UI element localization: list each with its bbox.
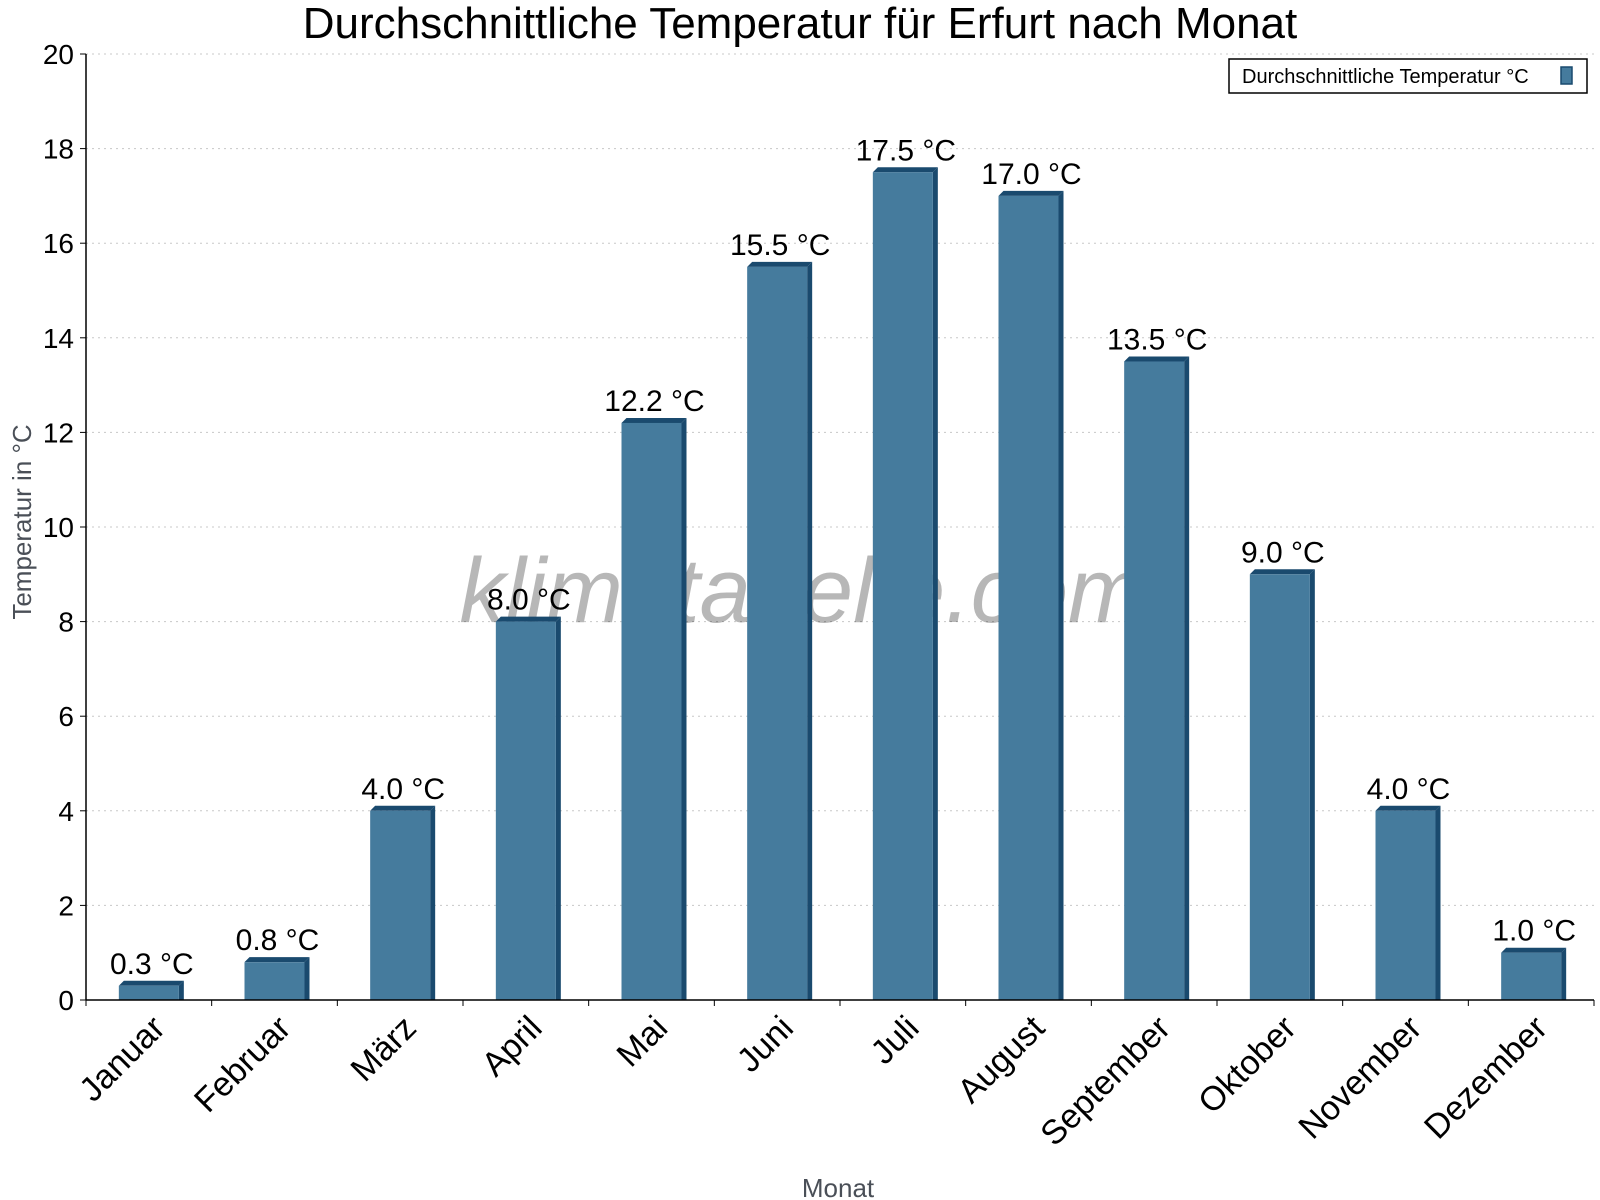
bar-top [1375,805,1441,811]
legend-swatch [1560,66,1573,85]
bar-side [807,261,813,1001]
bar-front [370,810,431,1000]
legend-label: Durchschnittliche Temperatur °C [1242,66,1529,88]
data-label: 12.2 °C [604,385,704,418]
bar-front [118,985,179,1000]
x-tick-label: Juni [730,1009,801,1080]
y-tick-label: 0 [58,985,74,1016]
bar-front [1375,810,1436,1000]
y-tick-label: 2 [58,890,74,921]
x-tick-label: April [475,1009,550,1084]
data-label: 17.0 °C [981,158,1081,191]
bar [1501,947,1567,1000]
bar-front [244,962,305,1000]
chart-title: Durchschnittliche Temperatur für Erfurt … [302,0,1298,48]
data-label: 13.5 °C [1107,323,1207,356]
bar-front [621,422,682,1000]
bar-side [932,167,938,1000]
bar-front [1501,952,1562,1000]
x-tick-label: Dezember [1417,1009,1555,1147]
bar [1249,569,1315,1000]
bar-side [1184,356,1190,1000]
data-label: 17.5 °C [856,134,956,167]
y-tick-label: 8 [58,607,74,638]
bar-top [244,957,310,963]
bar [747,261,813,1001]
y-tick-label: 4 [58,796,74,827]
bar [118,980,184,1000]
bar-top [621,417,687,423]
bar-side [1058,190,1064,1000]
y-tick-label: 18 [43,134,74,165]
bar-front [872,172,933,1000]
bar-top [370,805,436,811]
bar-top [1501,947,1567,953]
x-tick-label: Mai [610,1009,676,1075]
bar-side [555,616,561,1000]
bar-side [681,417,687,1000]
legend-box [1228,58,1588,94]
bar-top [1249,569,1315,575]
x-tick-label: September [1033,1009,1177,1153]
bar-front [747,266,808,1001]
bar-top [1124,356,1190,362]
bar-front [1124,361,1185,1000]
legend: Durchschnittliche Temperatur °C [1228,58,1588,94]
x-tick-label: März [344,1009,424,1089]
bar [998,190,1064,1000]
bar-top [495,616,561,622]
bar-side [178,980,184,1000]
x-tick-label: Juli [864,1009,927,1072]
bar [872,167,938,1000]
x-tick-label: Oktober [1191,1009,1303,1121]
bar-front [1249,574,1310,1000]
y-tick-label: 12 [43,417,74,448]
bar [1375,805,1441,1000]
bar-side [1561,947,1567,1000]
axes [80,53,1595,1006]
data-label: 1.0 °C [1492,915,1576,948]
bar-side [304,957,310,1000]
bar [244,957,310,1000]
bar-front [998,195,1059,1000]
y-tick-label: 20 [43,39,74,70]
bars [118,167,1567,1001]
data-label: 0.3 °C [110,948,194,981]
data-label: 9.0 °C [1241,536,1325,569]
bar-side [1309,569,1315,1000]
bar-side [430,805,436,1000]
data-label: 4.0 °C [1367,773,1451,806]
bar-front [495,621,556,1000]
x-tick-label: Februar [187,1009,298,1120]
y-tick-label: 6 [58,701,74,732]
data-label: 0.8 °C [236,924,320,957]
x-tick-label: November [1291,1009,1429,1147]
bar [495,616,561,1000]
data-label: 15.5 °C [730,229,830,262]
bar-side [1435,805,1441,1000]
y-tick-label: 14 [43,323,74,354]
bar-top [118,980,184,986]
y-axis-title: Temperatur in °C [7,424,37,619]
y-tick-label: 16 [43,228,74,259]
bar-top [998,190,1064,196]
x-tick-label: August [950,1008,1052,1110]
bar [1124,356,1190,1000]
y-tick-label: 10 [43,512,74,543]
bar [621,417,687,1000]
x-axis-title: Monat [802,1173,875,1200]
bar-top [872,167,938,173]
data-label: 4.0 °C [361,773,445,806]
bar-top [747,261,813,267]
bar [370,805,436,1000]
data-label: 8.0 °C [487,584,571,617]
x-tick-label: Januar [72,1009,172,1109]
data-labels: 0.3 °C 0.8 °C 4.0 °C 8.0 °C 12.2 °C 15.5 °C 17… [110,134,1576,981]
